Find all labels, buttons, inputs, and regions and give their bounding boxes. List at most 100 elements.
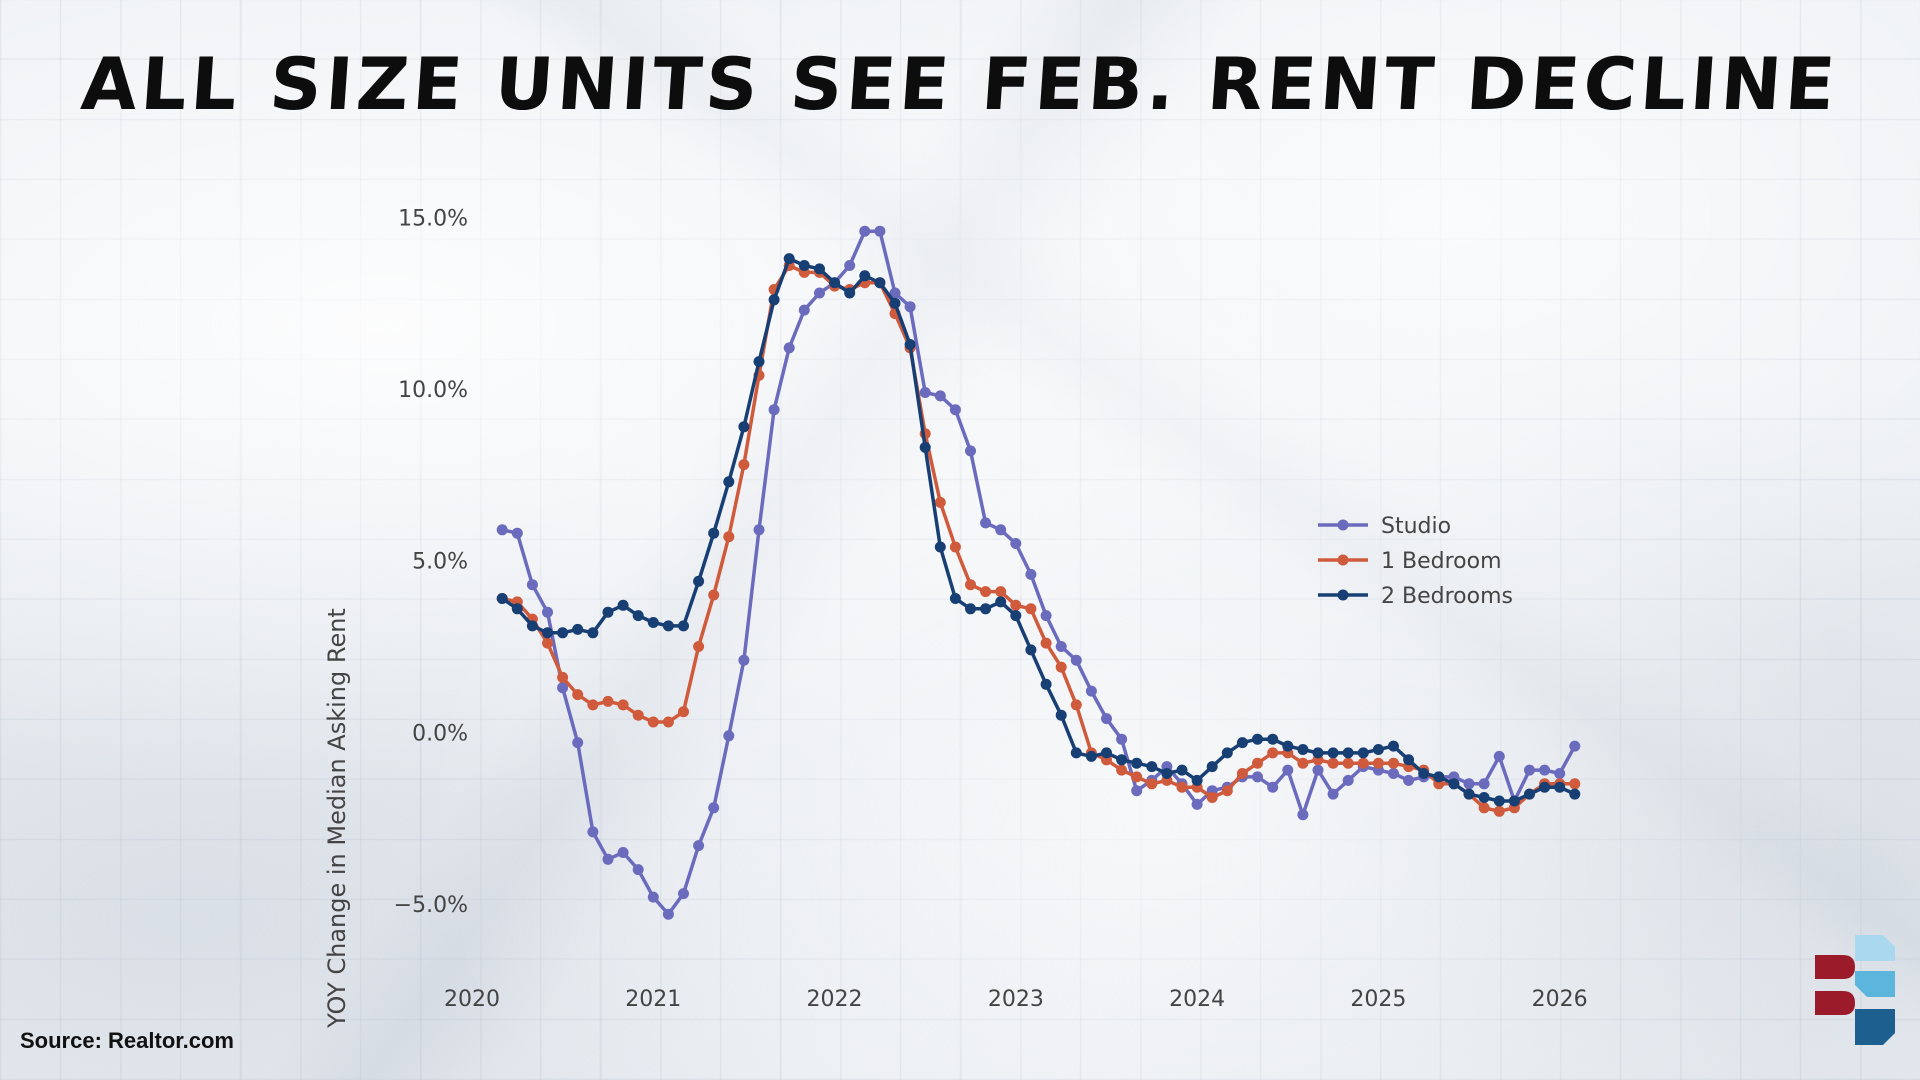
data-point	[1101, 713, 1112, 725]
data-point	[723, 476, 735, 488]
data-point	[1236, 737, 1248, 749]
series-two-bedrooms	[496, 253, 1581, 807]
data-point	[1116, 764, 1128, 776]
y-tick-label: 10.0%	[398, 378, 468, 403]
y-axis-ticks: 15.0% 10.0% 5.0% 0.0% −5.0%	[394, 206, 468, 917]
data-point	[1070, 699, 1082, 711]
data-point	[1191, 774, 1203, 786]
data-point	[1327, 788, 1339, 800]
data-point	[859, 270, 871, 282]
data-point	[980, 586, 992, 598]
data-point	[662, 908, 674, 920]
data-point	[798, 304, 810, 316]
data-point	[1116, 733, 1128, 745]
data-point	[1463, 788, 1475, 800]
data-point	[526, 579, 538, 591]
data-point	[693, 575, 705, 587]
data-point	[572, 737, 584, 749]
data-point	[1176, 764, 1188, 776]
data-point	[662, 620, 674, 632]
data-point	[1070, 747, 1082, 759]
data-point	[1070, 654, 1082, 666]
data-point	[1025, 603, 1037, 615]
data-point	[587, 699, 599, 711]
data-point	[1478, 802, 1490, 814]
data-point	[678, 620, 689, 632]
data-point	[496, 524, 508, 536]
data-point	[1282, 764, 1294, 776]
y-tick-label: 0.0%	[412, 721, 468, 746]
data-point	[1388, 757, 1399, 769]
data-point	[1040, 637, 1052, 649]
data-point	[1267, 781, 1279, 793]
data-point	[617, 847, 629, 858]
series-group	[496, 225, 1581, 920]
data-point	[602, 695, 614, 707]
data-point	[1312, 764, 1324, 776]
data-point	[1055, 709, 1067, 721]
data-point	[678, 706, 689, 718]
x-tick-label: 2025	[1350, 987, 1406, 1012]
data-point	[783, 253, 795, 265]
data-point	[1524, 788, 1535, 800]
legend-item: 2 Bedrooms	[1318, 584, 1513, 609]
x-tick-label: 2020	[444, 987, 500, 1012]
data-point	[587, 826, 599, 838]
data-point	[980, 603, 992, 615]
data-point	[889, 287, 901, 299]
data-point	[632, 709, 644, 721]
data-point	[1252, 733, 1263, 745]
data-point	[1282, 740, 1294, 752]
data-point	[753, 524, 765, 536]
data-point	[949, 541, 961, 553]
data-point	[1206, 761, 1218, 773]
data-point	[511, 603, 523, 615]
data-point	[1055, 661, 1067, 673]
x-axis-ticks: 2020 2021 2022 2023 2024 2025 2026	[444, 987, 1588, 1012]
data-point	[1312, 747, 1324, 759]
data-point	[1010, 610, 1022, 622]
legend-label: 2 Bedrooms	[1381, 584, 1513, 609]
data-point	[1554, 781, 1566, 793]
legend-swatch-point	[1337, 589, 1349, 601]
data-point	[738, 459, 750, 471]
data-point	[662, 716, 674, 728]
data-point	[572, 623, 584, 635]
data-point	[1116, 754, 1128, 766]
data-point	[1388, 768, 1399, 779]
data-point	[1055, 641, 1067, 652]
legend: Studio 1 Bedroom 2 Bedrooms	[1318, 514, 1513, 609]
data-point	[708, 527, 720, 539]
data-point	[678, 888, 689, 900]
data-point	[1252, 771, 1263, 783]
data-point	[874, 277, 886, 289]
legend-label: 1 Bedroom	[1381, 549, 1502, 574]
data-point	[1418, 768, 1430, 779]
data-point	[1010, 599, 1022, 611]
data-point	[1025, 644, 1037, 656]
data-point	[647, 716, 659, 728]
y-tick-label: −5.0%	[394, 893, 468, 918]
data-point	[1357, 757, 1369, 769]
data-point	[1478, 778, 1490, 790]
data-point	[1010, 538, 1022, 549]
data-point	[1357, 747, 1369, 759]
data-point	[1161, 768, 1173, 779]
data-point	[602, 853, 614, 865]
data-point	[1221, 747, 1233, 759]
data-point	[526, 620, 538, 632]
data-point	[1101, 747, 1112, 759]
data-point	[723, 531, 735, 543]
data-point	[1342, 757, 1354, 769]
data-point	[693, 641, 705, 652]
data-point	[708, 802, 720, 814]
data-point	[934, 496, 946, 508]
data-point	[995, 596, 1007, 608]
data-point	[1040, 610, 1052, 622]
data-point	[557, 671, 569, 683]
data-point	[949, 404, 961, 416]
data-point	[1146, 761, 1158, 773]
data-point	[919, 387, 931, 398]
data-point	[1327, 757, 1339, 769]
data-point	[768, 294, 780, 306]
